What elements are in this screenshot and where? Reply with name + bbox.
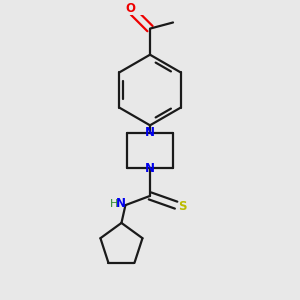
Text: S: S <box>178 200 187 213</box>
Text: N: N <box>145 162 155 175</box>
Text: N: N <box>116 197 126 210</box>
Text: H: H <box>110 199 118 209</box>
Text: N: N <box>145 127 155 140</box>
Text: O: O <box>126 2 136 14</box>
